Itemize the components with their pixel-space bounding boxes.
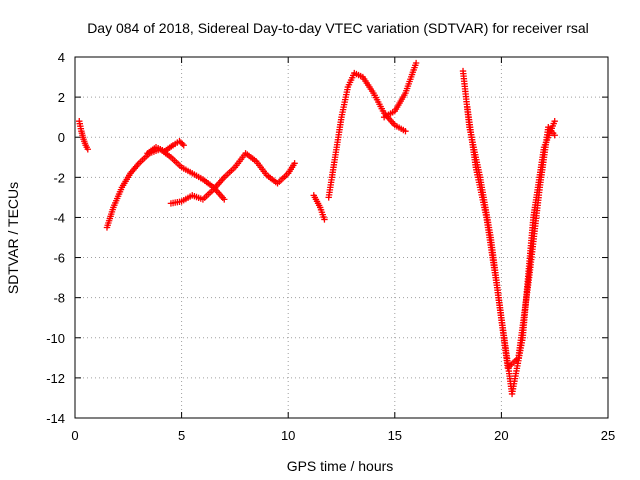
- data-series: [76, 59, 558, 398]
- x-tick-label: 10: [281, 428, 295, 443]
- x-tick-label: 25: [601, 428, 615, 443]
- y-tick-label: 4: [58, 50, 65, 65]
- data-point-marker: [412, 59, 420, 67]
- plot-area: [74, 56, 609, 419]
- series-arc8: [459, 67, 558, 398]
- x-axis-label: GPS time / hours: [287, 458, 394, 474]
- data-point-marker: [402, 128, 409, 135]
- y-tick-label: 0: [58, 130, 65, 145]
- chart-title: Day 084 of 2018, Sidereal Day-to-day VTE…: [87, 20, 589, 36]
- series-arc5: [310, 192, 328, 223]
- series-arc3: [144, 138, 187, 157]
- series-arc1: [76, 117, 91, 153]
- y-tick-label: -14: [46, 411, 65, 426]
- data-point-marker: [551, 117, 558, 125]
- data-point-marker: [321, 216, 328, 223]
- x-tick-label: 5: [178, 428, 185, 443]
- x-axis-tick-labels: 0 5 10 15 20 25: [71, 428, 615, 443]
- series-arc6: [325, 69, 409, 201]
- x-tick-label: 0: [71, 428, 78, 443]
- grid-lines: [75, 57, 608, 418]
- series-arc7: [380, 59, 420, 121]
- data-point-marker: [291, 160, 298, 167]
- data-point-marker: [179, 140, 186, 148]
- y-axis-label: SDTVAR / TECUs: [5, 182, 21, 294]
- x-tick-label: 20: [494, 428, 508, 443]
- series-arc2: [103, 146, 228, 231]
- y-tick-label: -6: [53, 251, 65, 266]
- data-point-marker: [180, 142, 187, 149]
- y-tick-label: -12: [46, 371, 65, 386]
- y-tick-label: -8: [53, 291, 65, 306]
- y-axis-tick-labels: 4 2 0 -2 -4 -6 -8 -10 -12 -14: [46, 50, 65, 426]
- y-tick-label: 2: [58, 90, 65, 105]
- x-tick-label: 15: [388, 428, 402, 443]
- data-point-marker: [221, 196, 228, 203]
- data-point-marker: [551, 132, 558, 139]
- series-arc9: [464, 103, 558, 372]
- y-tick-label: -2: [53, 170, 65, 185]
- y-tick-label: -4: [53, 210, 65, 225]
- data-point-marker: [84, 146, 91, 153]
- axis-ticks: [74, 56, 609, 419]
- series-arc4: [167, 150, 298, 207]
- y-tick-label: -10: [46, 331, 65, 346]
